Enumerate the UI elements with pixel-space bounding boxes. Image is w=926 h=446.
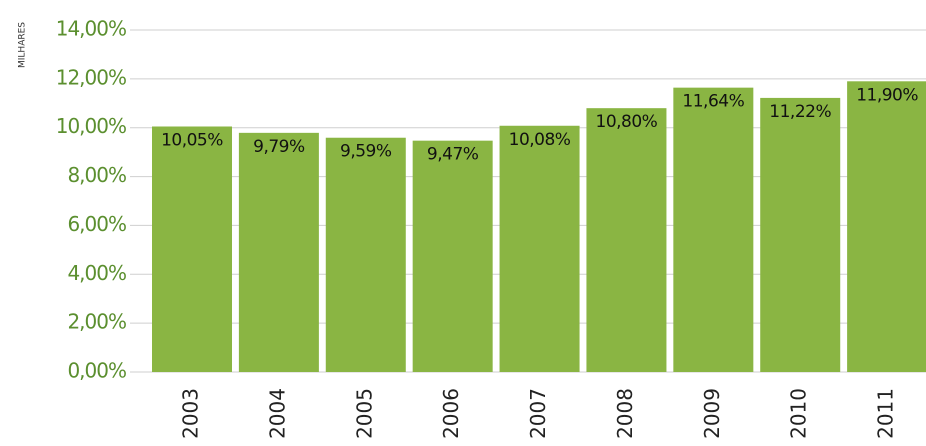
x-tick-label: 2011 [874, 388, 898, 439]
y-tick-label: 4,00% [67, 261, 126, 285]
value-label: 10,08% [509, 130, 571, 150]
bar [325, 137, 406, 372]
bar [238, 132, 319, 372]
y-axis-label: MILHARES [18, 22, 28, 68]
x-tick-label: 2010 [787, 388, 811, 439]
x-tick-label: 2004 [265, 388, 289, 439]
value-label: 11,22% [769, 102, 831, 122]
y-tick-label: 2,00% [67, 310, 126, 334]
bar [412, 140, 493, 372]
y-tick-label: 14,00% [56, 17, 126, 41]
bar [847, 81, 926, 373]
value-label: 10,80% [596, 112, 658, 132]
y-tick-label: 12,00% [56, 65, 126, 89]
y-tick-label: 6,00% [67, 212, 126, 236]
x-tick-label: 2008 [613, 388, 637, 439]
value-label: 9,79% [253, 137, 305, 157]
bar [152, 126, 232, 372]
y-tick-label: 0,00% [67, 359, 126, 383]
value-label: 9,59% [340, 142, 392, 162]
x-tick-label: 2003 [179, 388, 203, 439]
x-tick-label: 2007 [526, 388, 550, 439]
x-tick-label: 2009 [700, 388, 724, 439]
y-tick-label: 10,00% [56, 114, 126, 138]
value-label: 9,47% [427, 145, 479, 165]
bar [586, 108, 667, 373]
value-label: 10,05% [161, 130, 223, 150]
bar [499, 125, 580, 372]
bar [673, 87, 754, 372]
bar [760, 97, 841, 372]
x-tick-label: 2005 [352, 388, 376, 439]
value-label: 11,90% [856, 85, 918, 105]
x-tick-label: 2006 [439, 388, 463, 439]
value-label: 11,64% [682, 92, 744, 112]
y-tick-label: 8,00% [67, 163, 126, 187]
